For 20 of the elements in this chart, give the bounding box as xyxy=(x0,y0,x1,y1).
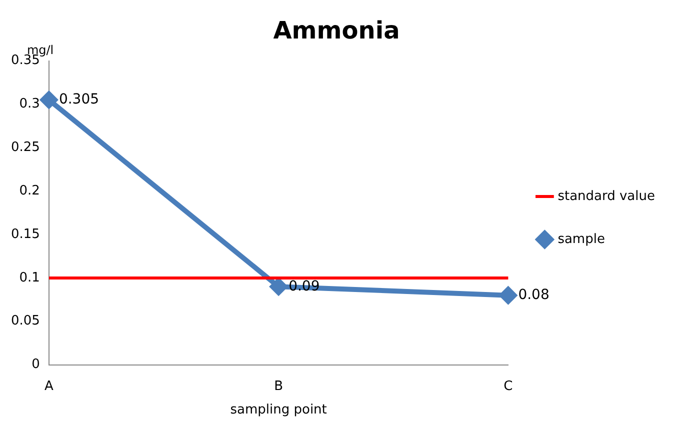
y-tick-label: 0 xyxy=(32,357,40,372)
x-tick-label: C xyxy=(504,378,513,394)
point xyxy=(500,286,517,304)
y-tick-label: 0.05 xyxy=(10,314,40,329)
legend-label: sample xyxy=(558,232,605,247)
point xyxy=(270,278,288,296)
y-tick-label: 0.15 xyxy=(10,226,40,242)
data-label: 0.305 xyxy=(58,92,100,108)
x-axis-title: sampling point xyxy=(230,402,327,418)
y-tick-label: 0.1 xyxy=(19,270,40,286)
y-tick-label: 0.25 xyxy=(10,140,40,156)
y-tick-label: 0.3 xyxy=(19,96,40,112)
point xyxy=(40,91,58,108)
x-tick-label: B xyxy=(274,378,284,394)
y-tick-label: 0.35 xyxy=(10,53,40,68)
y-tick-label: 0.2 xyxy=(19,183,40,198)
x-tick-label: A xyxy=(44,378,54,394)
legend-label: standard value xyxy=(558,188,656,204)
data-label: 0.08 xyxy=(518,286,550,303)
chart-title: Ammonia xyxy=(273,16,400,45)
